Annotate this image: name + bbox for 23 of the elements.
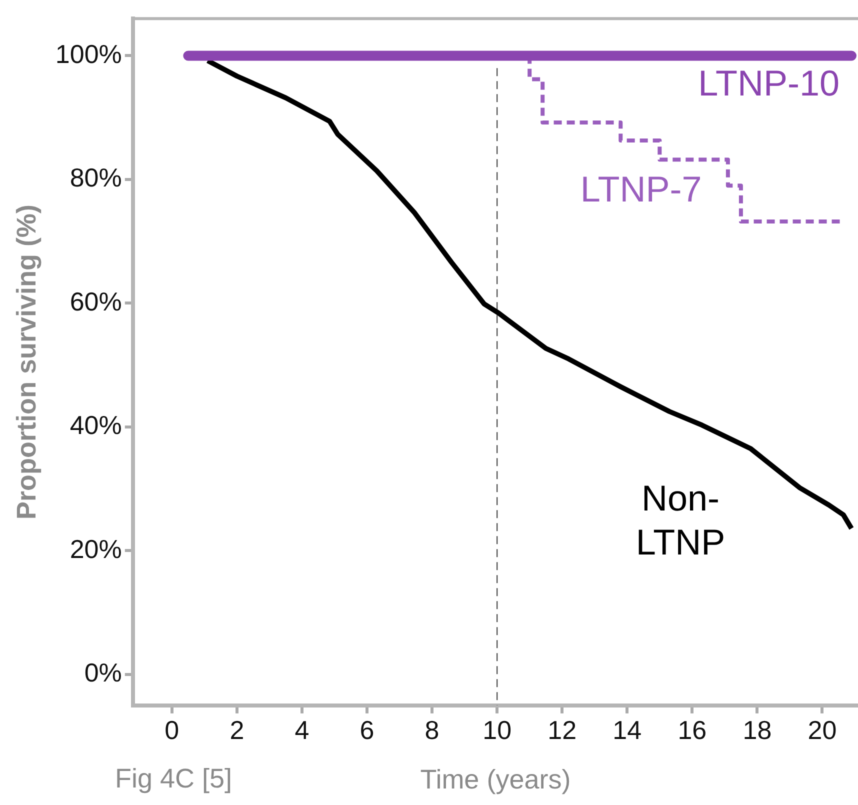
x-tick-label: 4 bbox=[294, 715, 310, 746]
y-tick-label: 40% bbox=[70, 410, 122, 440]
x-tick-label: 6 bbox=[360, 715, 374, 746]
x-tick-label: 8 bbox=[424, 715, 440, 746]
y-tick-label: 20% bbox=[70, 534, 122, 564]
y-tick-label: 60% bbox=[70, 286, 122, 316]
y-axis-title: Proportion surviving (%) bbox=[12, 204, 42, 520]
x-tick-label: 18 bbox=[742, 715, 772, 746]
x-tick-label: 14 bbox=[612, 715, 642, 746]
x-tick-label: 12 bbox=[548, 715, 577, 746]
x-tick-label: 20 bbox=[808, 715, 837, 746]
series-label: Non-LTNP bbox=[636, 477, 726, 562]
x-axis-title: Time (years) bbox=[420, 764, 571, 794]
x-tick-label: 2 bbox=[230, 715, 244, 746]
y-tick-label: 80% bbox=[70, 162, 122, 193]
series-label: LTNP-10 bbox=[698, 62, 840, 104]
x-tick-label: 0 bbox=[164, 715, 180, 746]
x-tick-label: 16 bbox=[678, 715, 707, 746]
y-tick-label: 100% bbox=[55, 38, 122, 69]
series-label: LTNP-7 bbox=[580, 168, 702, 210]
x-tick-label: 10 bbox=[482, 715, 512, 746]
y-tick-label: 0% bbox=[84, 658, 122, 688]
caption: Fig 4C [5] bbox=[115, 763, 232, 794]
